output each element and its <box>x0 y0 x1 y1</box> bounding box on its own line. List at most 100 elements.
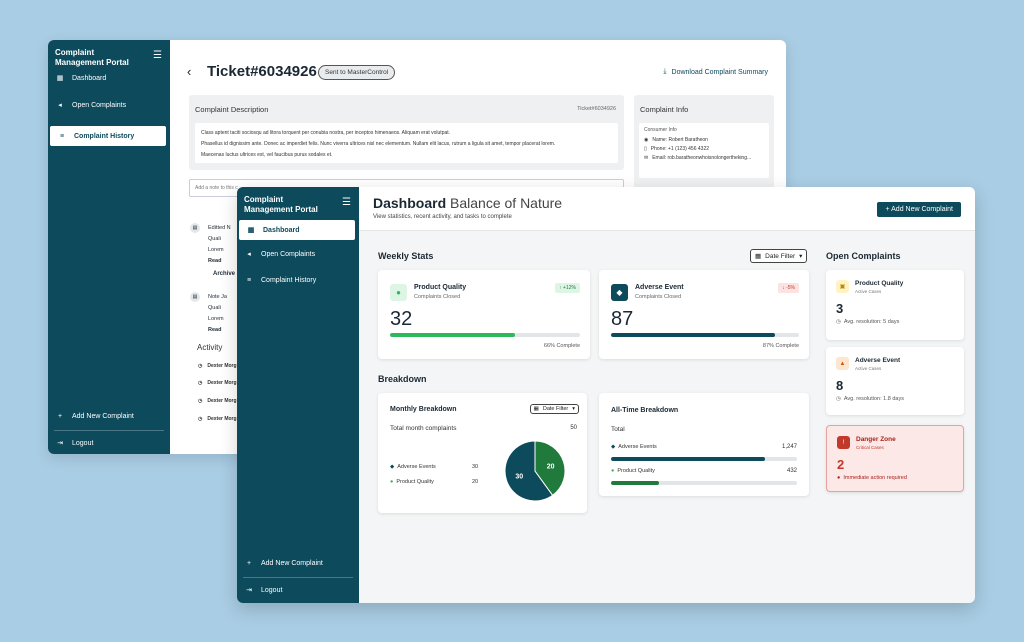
sidebar-item-complaint-history[interactable]: ≡ Complaint History <box>237 270 359 290</box>
activity-user: Dexter Morg <box>207 398 237 404</box>
consumer-email: Email: rob.baratheonwhoisnolongertheking… <box>652 155 752 161</box>
description-title: Complaint Description <box>195 105 269 114</box>
add-new-complaint-button[interactable]: + Add New Complaint <box>237 553 359 573</box>
sidebar-item-dashboard[interactable]: ▦ Dashboard <box>48 68 170 88</box>
description-line: Class aptent taciti sociosqu ad litora t… <box>201 130 451 136</box>
add-new-complaint-button[interactable]: + Add New Complaint <box>48 406 170 426</box>
all-time-breakdown-card: All-Time Breakdown Total ◆ Adverse Events… <box>599 393 809 496</box>
monthly-breakdown-card: Monthly Breakdown ▦ Date Filter ▾ Total … <box>378 393 587 513</box>
clock-icon: ◷ <box>198 398 203 404</box>
description-line: Phasellus id dignissim ante. Donec ac im… <box>201 141 556 147</box>
email-icon: ✉ <box>644 155 649 161</box>
open-card-note: ◷ Avg. resolution: 1.8 days <box>836 396 904 402</box>
legend-label: Product Quality <box>396 479 434 485</box>
all-time-bar <box>611 481 797 485</box>
monthly-total-value: 50 <box>570 425 577 431</box>
open-card-adverse-event[interactable]: ▲ Adverse Event Active Cases 8 ◷ Avg. res… <box>826 347 964 415</box>
all-time-count: 432 <box>786 468 797 474</box>
sidebar-item-label: Open Complaints <box>72 101 127 109</box>
progress-fill <box>611 333 775 337</box>
logout-icon: ⇥ <box>57 440 63 447</box>
alert-circle-icon: ● <box>837 475 841 481</box>
back-arrow-icon[interactable]: ‹ <box>187 64 192 79</box>
archive-label: Archive <box>213 271 236 277</box>
sidebar-item-open-complaints[interactable]: ◂ Open Complaints <box>237 244 359 264</box>
shield-icon: ◆ <box>611 284 628 301</box>
sidebar-item-label: Complaint History <box>261 276 317 284</box>
alert-icon: ! <box>837 436 850 449</box>
monthly-total-label: Total month complaints <box>390 425 457 432</box>
consumer-info-heading: Consumer Info <box>644 127 677 133</box>
clock-icon: ◷ <box>836 319 841 325</box>
chevron-down-icon: ▾ <box>572 406 575 412</box>
description-line: Maecenas luctus ultrices est, vel faucib… <box>201 152 333 158</box>
sidebar-item-complaint-history[interactable]: ≡ Complaint History <box>50 126 166 146</box>
list-icon: ≡ <box>246 276 252 284</box>
document-icon: ▤ <box>190 223 200 233</box>
open-card-note: ● Immediate action required <box>837 475 907 481</box>
logout-button[interactable]: ⇥ Logout <box>237 580 359 600</box>
check-circle-icon: ● <box>390 479 394 485</box>
all-time-count: 1,247 <box>781 444 797 450</box>
plus-icon: + <box>246 559 252 567</box>
all-time-title: All-Time Breakdown <box>611 407 679 414</box>
open-card-name: Adverse Event <box>855 357 901 364</box>
sidebar: Complaint Management Portal ☰ ▦ Dashboar… <box>237 187 359 603</box>
collapse-menu-icon[interactable]: ☰ <box>153 50 162 61</box>
collapse-menu-icon[interactable]: ☰ <box>342 197 351 208</box>
sidebar-item-label: Dashboard <box>263 226 300 234</box>
legend-label: Adverse Events <box>397 464 436 470</box>
stat-name: Adverse Event <box>635 284 684 291</box>
logout-button[interactable]: ⇥ Logout <box>48 433 170 453</box>
read-more-link[interactable]: Read <box>208 258 222 264</box>
clock-icon: ◷ <box>198 416 203 422</box>
add-new-complaint-header-button[interactable]: + Add New Complaint <box>877 202 961 217</box>
complaint-info-panel: Complaint Info Consumer Info ◉ Name: Robe… <box>634 95 774 195</box>
open-card-note: ◷ Avg. resolution: 5 days <box>836 319 899 325</box>
consumer-info: Consumer Info ◉ Name: Robert Baratheon ▯ P… <box>639 123 769 178</box>
open-card-danger-zone[interactable]: ! Danger Zone Critical Cases 2 ● Immediat… <box>826 425 964 492</box>
status-badge: Sent to MasterControl <box>318 65 396 80</box>
sidebar-item-dashboard[interactable]: ▦ Dashboard <box>239 220 355 240</box>
warning-icon: ▲ <box>836 357 849 370</box>
stat-desc: Complaints Closed <box>414 294 461 300</box>
open-card-name: Product Quality <box>855 280 904 287</box>
complaint-description-panel: Complaint Description Ticket#6034926 Cla… <box>189 95 624 170</box>
calendar-icon: ▦ <box>755 253 762 260</box>
check-circle-icon: ● <box>611 468 615 474</box>
open-card-value: 8 <box>836 378 844 393</box>
download-summary-link[interactable]: ⤓ Download Complaint Summary <box>663 68 768 76</box>
plus-icon: + <box>57 412 63 420</box>
pie-label: 20 <box>547 463 555 470</box>
timeline-user: Quali <box>208 305 221 311</box>
timeline-title: Editted N <box>208 225 231 231</box>
sidebar-item-open-complaints[interactable]: ◂ Open Complaints <box>48 95 170 115</box>
dashboard-window: Complaint Management Portal ☰ ▦ Dashboar… <box>237 187 975 603</box>
breakdown-title: Breakdown <box>378 374 427 384</box>
pie-label: 30 <box>515 474 523 481</box>
logout-label: Logout <box>261 586 283 594</box>
description-ticket-ref: Ticket#6034926 <box>577 106 616 112</box>
open-card-value: 3 <box>836 301 844 316</box>
timeline-text: Lorem <box>208 247 224 253</box>
page-subtitle: View statistics, recent activity, and ta… <box>373 214 512 220</box>
calendar-icon: ▦ <box>533 406 539 412</box>
stat-change-badge: ↑ +12% <box>555 283 580 293</box>
open-card-product-quality[interactable]: ▣ Product Quality Active Cases 3 ◷ Avg. r… <box>826 270 964 340</box>
megaphone-icon: ◂ <box>58 102 62 109</box>
pie-slice-product-quality <box>534 440 566 496</box>
stat-change-badge: ↓ -5% <box>778 283 799 293</box>
read-more-link[interactable]: Read <box>208 327 222 333</box>
list-icon: ≡ <box>59 132 65 140</box>
stat-name: Product Quality <box>414 284 467 291</box>
weekly-date-filter[interactable]: ▦ Date Filter ▾ <box>750 249 808 263</box>
sidebar-item-label: Open Complaints <box>261 250 316 258</box>
monthly-date-filter[interactable]: ▦ Date Filter ▾ <box>529 404 579 414</box>
legend-value: 30 <box>472 464 479 470</box>
logout-icon: ⇥ <box>246 587 252 594</box>
open-card-name: Danger Zone <box>856 436 896 443</box>
box-icon: ▣ <box>836 280 849 293</box>
stat-complete: 66% Complete <box>543 343 580 349</box>
ticket-title: Ticket#6034926 <box>207 63 317 80</box>
all-time-label: Adverse Events <box>618 444 657 450</box>
